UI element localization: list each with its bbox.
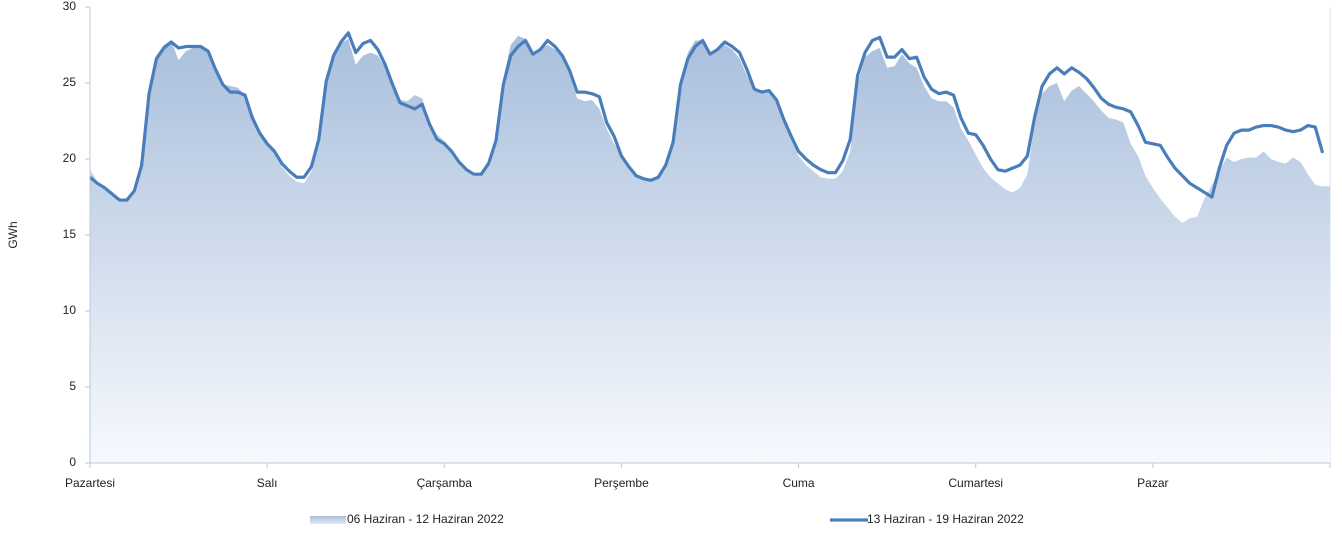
y-tick-label: 20 xyxy=(63,151,77,165)
x-tick-label: Perşembe xyxy=(594,476,649,490)
y-axis-label: GWh xyxy=(6,221,20,248)
y-tick-label: 5 xyxy=(69,379,76,393)
x-tick-label: Çarşamba xyxy=(417,476,473,490)
x-tick-label: Cumartesi xyxy=(948,476,1003,490)
line xyxy=(88,31,1325,202)
y-tick-label: 30 xyxy=(63,0,77,13)
y-tick-label: 15 xyxy=(63,227,77,241)
x-tick-label: Pazar xyxy=(1137,476,1168,490)
legend-label: 13 Haziran - 19 Haziran 2022 xyxy=(867,512,1024,526)
x-tick-label: Salı xyxy=(257,476,278,490)
y-tick-label: 10 xyxy=(63,303,77,317)
x-tick-label: Pazartesi xyxy=(65,476,115,490)
x-tick-label: Cuma xyxy=(783,476,815,490)
legend-swatch xyxy=(310,516,346,524)
y-tick-label: 25 xyxy=(63,75,77,89)
y-tick-label: 0 xyxy=(69,455,76,469)
area xyxy=(90,35,1330,463)
legend-label: 06 Haziran - 12 Haziran 2022 xyxy=(347,512,504,526)
